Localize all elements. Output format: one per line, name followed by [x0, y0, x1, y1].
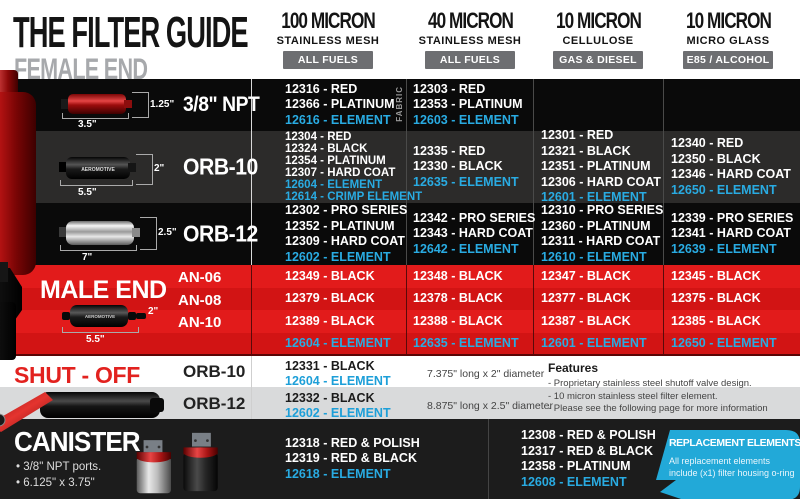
svg-text:AEROMOTIVE: AEROMOTIVE	[85, 314, 115, 319]
svg-text:AEROMOTIVE: AEROMOTIVE	[81, 167, 115, 173]
